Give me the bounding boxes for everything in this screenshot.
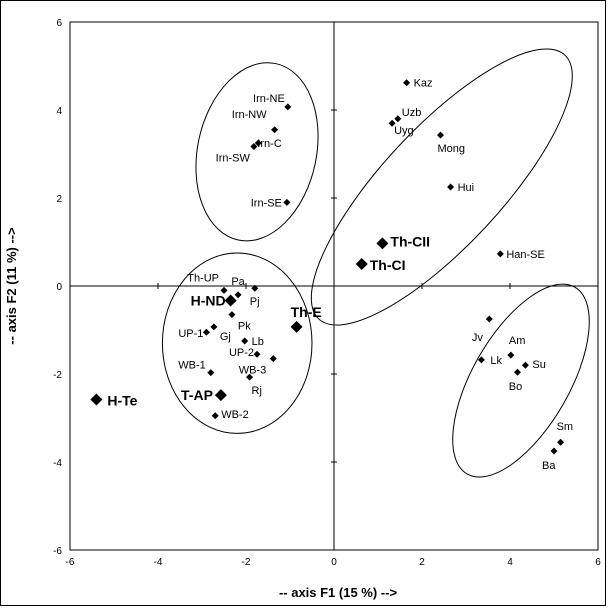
data-point-marker bbox=[224, 294, 237, 307]
data-point-marker bbox=[251, 284, 259, 292]
data-point-marker bbox=[394, 115, 402, 123]
data-point-label: Sm bbox=[557, 421, 574, 433]
data-point-label: Gj bbox=[220, 331, 231, 343]
data-point-marker bbox=[254, 139, 262, 147]
data-point-label: Irn-SW bbox=[216, 153, 251, 165]
cluster-ellipse bbox=[452, 283, 590, 478]
y-tick-label: -2 bbox=[53, 370, 62, 381]
data-point-label: Su bbox=[532, 359, 545, 371]
data-point-label: Mong bbox=[437, 143, 465, 155]
y-tick-label: 2 bbox=[56, 194, 62, 205]
data-point-label: Bo bbox=[509, 381, 522, 393]
data-point-marker bbox=[253, 350, 261, 358]
y-tick-label: -6 bbox=[53, 546, 62, 557]
cluster-ellipses bbox=[161, 48, 590, 478]
data-point-label: Kaz bbox=[414, 78, 433, 90]
chart-frame: -6 -4 -2 0 2 4 6 -6 -4 -2 0 2 4 6 Kaz Uzb Uyg Mong Hui Han… bbox=[0, 0, 606, 606]
data-point-label: H-Te bbox=[107, 393, 137, 409]
data-point-marker bbox=[496, 250, 504, 258]
x-axis-label: -- axis F1 (15 %) --> bbox=[279, 585, 398, 600]
data-point-marker bbox=[388, 119, 396, 127]
data-point-label: Lk bbox=[490, 355, 502, 367]
data-point-marker bbox=[271, 126, 279, 134]
data-point-label: WB-1 bbox=[178, 360, 206, 372]
x-tick-label: 4 bbox=[507, 557, 513, 568]
y-axis-label: -- axis F2 (11 %) --> bbox=[4, 227, 19, 345]
data-point-label: Irn-NW bbox=[232, 109, 267, 121]
data-points: Kaz Uzb Uyg Mong Hui Han-SE Irn-NE Irn-NW Irn-C I… bbox=[90, 78, 573, 472]
data-point-label: Irn-C bbox=[257, 138, 282, 150]
data-point-marker bbox=[220, 286, 228, 294]
data-point-marker bbox=[241, 337, 249, 345]
data-point-marker bbox=[202, 328, 210, 336]
data-point-label: Th-E bbox=[291, 304, 322, 320]
data-point-marker bbox=[355, 258, 368, 270]
data-point-marker bbox=[507, 351, 515, 359]
data-point-marker bbox=[207, 369, 215, 377]
x-tick-label: -6 bbox=[66, 557, 75, 568]
data-point-label: UP-2 bbox=[229, 347, 254, 359]
data-point-marker bbox=[284, 103, 292, 111]
tick-labels: -6 -4 -2 0 2 4 6 -6 -4 -2 0 2 4 6 bbox=[53, 18, 601, 568]
data-point-label: UP-1 bbox=[178, 328, 203, 340]
x-tick-label: -4 bbox=[154, 557, 163, 568]
data-point-marker bbox=[211, 412, 219, 420]
data-point-label: Rj bbox=[252, 385, 262, 397]
chart-border bbox=[0, 0, 606, 606]
data-point-label: Pk bbox=[238, 321, 251, 333]
data-point-marker bbox=[228, 311, 236, 319]
data-point-label: Pj bbox=[250, 296, 260, 308]
x-tick-label: 2 bbox=[419, 557, 425, 568]
data-point-label: Hui bbox=[458, 182, 475, 194]
scatter-chart: -6 -4 -2 0 2 4 6 -6 -4 -2 0 2 4 6 Kaz Uzb Uyg Mong Hui Han… bbox=[0, 0, 606, 606]
data-point-marker bbox=[214, 389, 227, 402]
data-point-marker bbox=[246, 373, 254, 381]
data-point-label: Irn-SE bbox=[251, 197, 282, 209]
data-point-marker bbox=[403, 79, 411, 87]
cluster-ellipse bbox=[195, 62, 319, 242]
cluster-ellipse bbox=[310, 48, 573, 326]
data-point-marker bbox=[447, 183, 455, 191]
data-point-marker bbox=[436, 131, 444, 139]
data-point-marker bbox=[513, 368, 521, 376]
data-point-marker bbox=[485, 315, 493, 323]
x-tick-label: -2 bbox=[242, 557, 251, 568]
data-point-label: WB-3 bbox=[239, 365, 267, 377]
data-point-marker bbox=[269, 355, 277, 363]
data-point-marker bbox=[90, 393, 103, 406]
data-point-marker bbox=[283, 198, 291, 206]
x-tick-label: 0 bbox=[331, 557, 337, 568]
data-point-marker bbox=[376, 237, 389, 250]
data-point-label: Han-SE bbox=[506, 249, 545, 261]
data-point-label: Th-UP bbox=[187, 272, 219, 284]
data-point-marker bbox=[521, 361, 529, 369]
data-point-label: Am bbox=[509, 335, 526, 347]
data-point-label: T-AP bbox=[181, 387, 213, 403]
x-tick-label: 6 bbox=[595, 557, 601, 568]
y-tick-label: 6 bbox=[56, 18, 62, 29]
data-point-label: Uyg bbox=[394, 125, 414, 137]
data-point-label: Jv bbox=[472, 332, 484, 344]
data-point-marker bbox=[477, 356, 485, 364]
data-point-label: H-ND bbox=[191, 293, 226, 309]
y-tick-label: 0 bbox=[56, 282, 62, 293]
data-point-label: Th-CII bbox=[390, 233, 430, 249]
data-point-label: WB-2 bbox=[221, 409, 249, 421]
data-point-label: Pa bbox=[231, 276, 245, 288]
data-point-label: Th-CI bbox=[370, 257, 406, 273]
data-point-marker bbox=[557, 438, 565, 446]
data-point-marker bbox=[290, 320, 303, 333]
y-tick-label: -4 bbox=[53, 458, 62, 469]
data-point-marker bbox=[250, 143, 258, 151]
cluster-ellipse bbox=[161, 252, 313, 434]
data-point-label: Irn-NE bbox=[253, 93, 285, 105]
data-point-marker bbox=[234, 291, 242, 299]
data-point-marker bbox=[210, 323, 218, 331]
y-tick-label: 4 bbox=[56, 106, 62, 117]
data-point-label: Ba bbox=[542, 460, 556, 472]
data-point-label: Lb bbox=[252, 336, 264, 348]
data-point-label: Uzb bbox=[402, 107, 422, 119]
data-point-marker bbox=[550, 447, 558, 455]
